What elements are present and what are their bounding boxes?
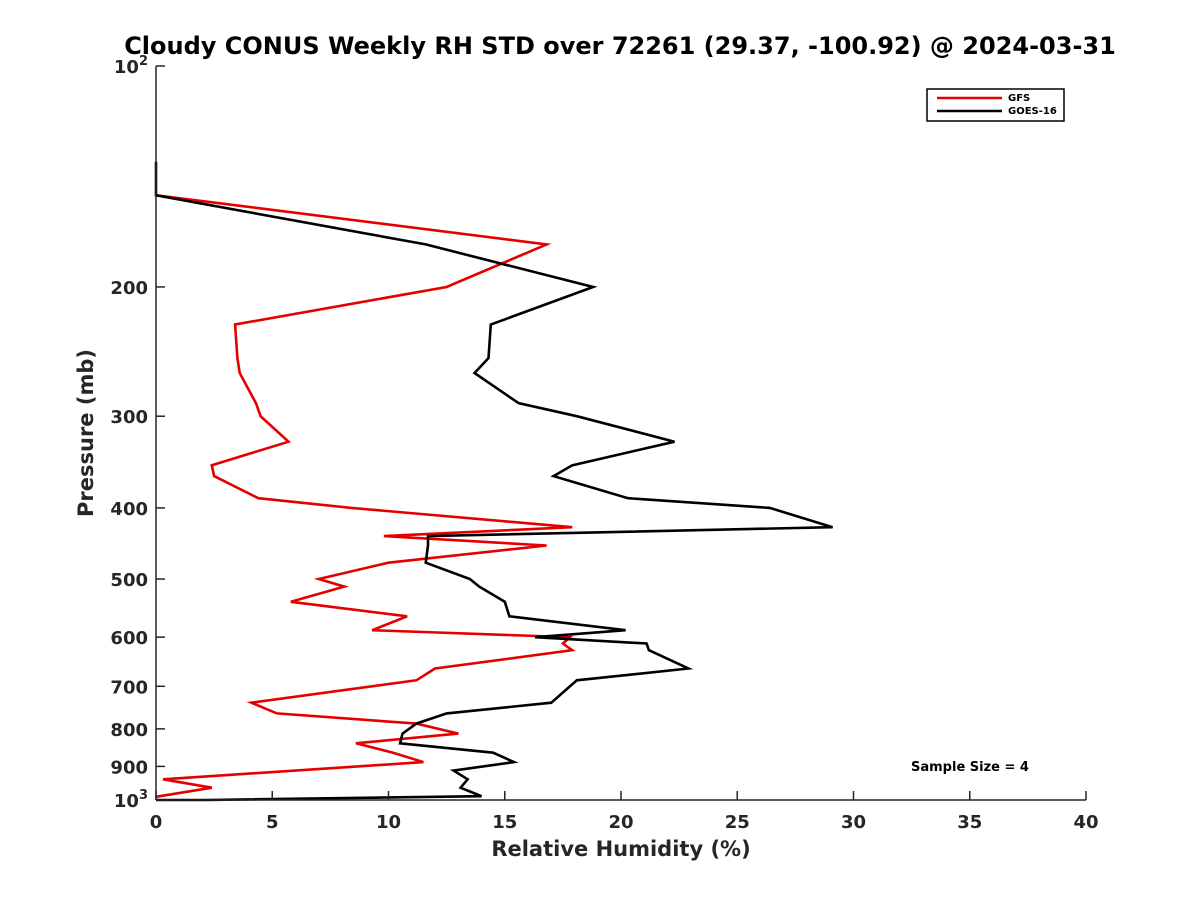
y-tick-label: 200 xyxy=(110,278,148,299)
y-tick-label: 103 xyxy=(114,788,148,812)
y-tick-label: 300 xyxy=(110,407,148,428)
series-line-gfs xyxy=(155,194,576,799)
y-tick-label: 600 xyxy=(110,628,148,649)
y-tick-label: 800 xyxy=(110,720,148,741)
x-tick-label: 35 xyxy=(957,812,982,833)
legend-label-goes16: GOES-16 xyxy=(1008,106,1057,117)
x-tick-label: 40 xyxy=(1073,812,1098,833)
series-layer xyxy=(154,161,833,802)
y-tick-label: 500 xyxy=(110,570,148,591)
sample-size-annotation: Sample Size = 4 xyxy=(911,760,1029,775)
x-tick-label: 30 xyxy=(841,812,866,833)
x-ticks: 0 5 10 15 20 25 30 35 40 xyxy=(150,791,1099,833)
y-ticks: 102 200 300 400 500 600 700 800 900 103 xyxy=(110,54,165,812)
x-tick-label: 20 xyxy=(608,812,633,833)
y-axis-label: Pressure (mb) xyxy=(74,349,98,517)
y-tick-label: 900 xyxy=(110,757,148,778)
legend: GFS GOES-16 xyxy=(926,88,1065,122)
x-tick-label: 10 xyxy=(376,812,401,833)
series-line-goes-16 xyxy=(154,161,833,802)
x-axis-label: Relative Humidity (%) xyxy=(491,837,750,861)
legend-box xyxy=(926,88,1065,122)
x-tick-label: 25 xyxy=(725,812,750,833)
y-tick-label: 700 xyxy=(110,677,148,698)
chart-title: Cloudy CONUS Weekly RH STD over 72261 (2… xyxy=(124,32,1116,60)
x-tick-label: 5 xyxy=(266,812,279,833)
x-tick-label: 15 xyxy=(492,812,517,833)
y-tick-label: 400 xyxy=(110,499,148,520)
legend-label-gfs: GFS xyxy=(1008,93,1030,104)
y-tick-label: 102 xyxy=(114,54,148,78)
x-tick-label: 0 xyxy=(150,812,163,833)
